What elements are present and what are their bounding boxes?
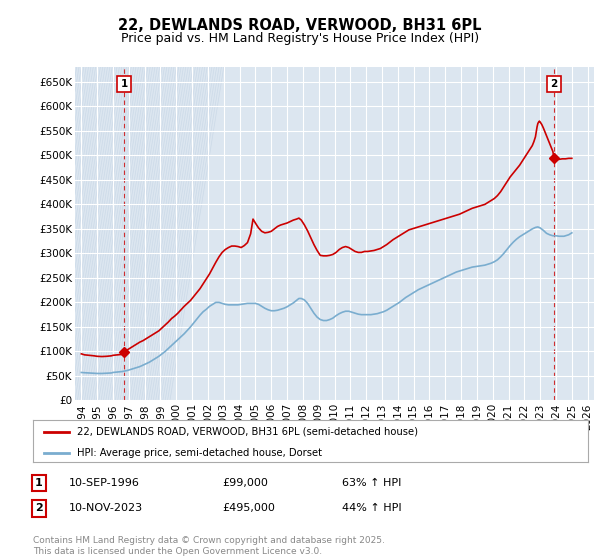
Text: 10-SEP-1996: 10-SEP-1996 — [69, 478, 140, 488]
Text: 1: 1 — [121, 79, 128, 89]
Text: 22, DEWLANDS ROAD, VERWOOD, BH31 6PL: 22, DEWLANDS ROAD, VERWOOD, BH31 6PL — [118, 18, 482, 33]
Text: 1: 1 — [35, 478, 43, 488]
Text: 63% ↑ HPI: 63% ↑ HPI — [342, 478, 401, 488]
Text: Price paid vs. HM Land Registry's House Price Index (HPI): Price paid vs. HM Land Registry's House … — [121, 32, 479, 45]
Text: £99,000: £99,000 — [222, 478, 268, 488]
Text: 22, DEWLANDS ROAD, VERWOOD, BH31 6PL (semi-detached house): 22, DEWLANDS ROAD, VERWOOD, BH31 6PL (se… — [77, 427, 418, 437]
Text: 2: 2 — [35, 503, 43, 514]
Text: 2: 2 — [550, 79, 557, 89]
Text: Contains HM Land Registry data © Crown copyright and database right 2025.
This d: Contains HM Land Registry data © Crown c… — [33, 536, 385, 556]
Text: £495,000: £495,000 — [222, 503, 275, 514]
Text: 10-NOV-2023: 10-NOV-2023 — [69, 503, 143, 514]
Text: 44% ↑ HPI: 44% ↑ HPI — [342, 503, 401, 514]
Text: HPI: Average price, semi-detached house, Dorset: HPI: Average price, semi-detached house,… — [77, 448, 322, 458]
